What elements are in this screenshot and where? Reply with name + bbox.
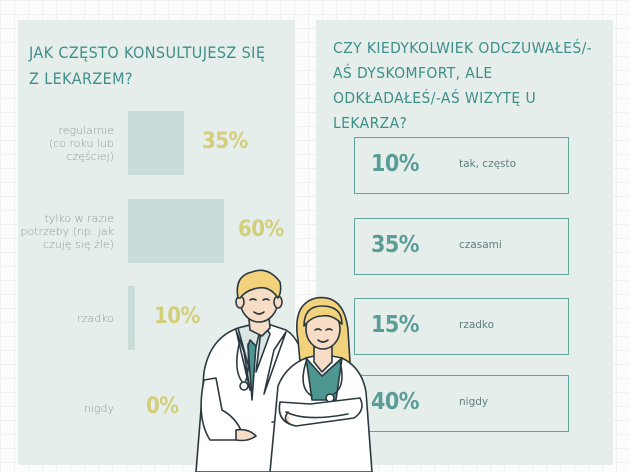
category-label-line: potrzeby (np. jak: [20, 224, 114, 238]
category-label: tylko w razie potrzeby (np. jak czuję się …: [4, 212, 114, 251]
answer-value: 10%: [371, 151, 420, 177]
category-label-line: częściej): [66, 149, 114, 163]
bar: [128, 286, 135, 350]
category-label: regularnie (co roku lub częściej): [4, 124, 114, 163]
answer-label: tak, często: [459, 158, 517, 170]
value-label: 60%: [238, 217, 284, 242]
answer-label: czasami: [459, 239, 502, 251]
answer-value: 15%: [371, 312, 420, 338]
category-label: rzadko: [4, 312, 114, 325]
answer-value: 35%: [371, 232, 420, 258]
value-label: 10%: [154, 304, 200, 329]
bar: [128, 111, 184, 175]
answer-box: 40% nigdy: [354, 375, 569, 432]
answer-value: 40%: [371, 389, 420, 415]
category-label-line: rzadko: [77, 311, 114, 325]
category-label: nigdy: [4, 402, 114, 415]
answer-box: 35% czasami: [354, 218, 569, 275]
bar: [128, 199, 224, 263]
category-label-line: regularnie: [58, 123, 114, 137]
value-label: 0%: [146, 394, 179, 419]
left-chart-title: JAK CZĘSTO KONSULTUJESZ SIĘ Z LEKARZEM?: [29, 43, 266, 88]
category-label-line: (co roku lub: [48, 136, 114, 150]
category-label-line: czuję się źle): [42, 237, 114, 251]
answer-label: nigdy: [459, 396, 489, 408]
category-label-line: tylko w razie: [44, 211, 114, 225]
category-label-line: nigdy: [83, 401, 114, 415]
female-doctor: [269, 296, 373, 472]
value-label: 35%: [202, 129, 248, 154]
answer-box: 15% rzadko: [354, 298, 569, 355]
answer-box: 10% tak, często: [354, 137, 569, 194]
right-chart-title: CZY KIEDYKOLWIEK ODCZUWAŁEŚ/-AŚ DYSKOMFO…: [333, 39, 593, 132]
answer-label: rzadko: [459, 319, 495, 331]
